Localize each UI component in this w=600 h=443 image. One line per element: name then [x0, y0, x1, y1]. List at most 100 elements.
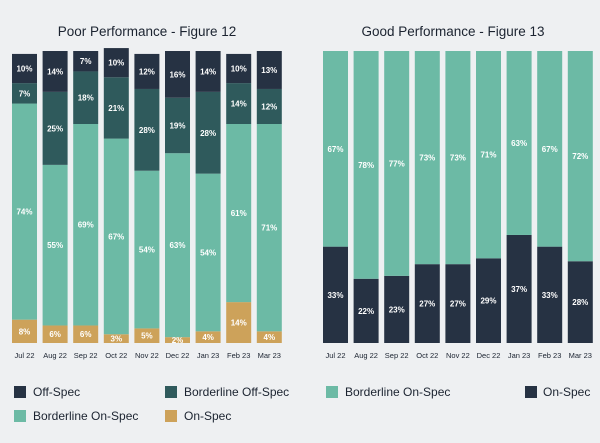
bar-segment-on-spec-jan-23	[506, 234, 532, 343]
data-label-borderline-off-spec-mar-23: 12%	[261, 102, 277, 111]
data-label-on-spec-jul-22: 33%	[327, 291, 343, 300]
bar-segment-on-spec-feb-23	[226, 302, 252, 343]
chart-figure-12: 8% 74% 7% 10% Jul 22 6% 55% 25% 14% Aug 22 6% 69% 18…	[12, 48, 282, 360]
data-label-on-spec-oct-22: 27%	[419, 300, 435, 309]
data-label-borderline-on-spec-jul-22: 67%	[327, 145, 343, 154]
data-label-borderline-off-spec-dec-22: 19%	[169, 121, 185, 130]
bar-segment-borderline-off-spec-oct-22	[103, 77, 129, 139]
data-label-off-spec-oct-22: 10%	[108, 59, 124, 68]
x-tick-label-jan-23: Jan 23	[508, 351, 531, 360]
bar-segment-borderline-on-spec-jul-22	[323, 51, 348, 247]
legend-swatch-borderline-on-spec-left	[14, 410, 26, 422]
x-tick-label-jul-22: Jul 22	[325, 351, 345, 360]
bar-segment-off-spec-oct-22	[103, 48, 129, 78]
bar-segment-on-spec-jul-22	[12, 319, 37, 343]
legend-swatch-off-spec	[14, 386, 26, 398]
bar-segment-borderline-off-spec-sep-22	[73, 71, 99, 124]
bar-segment-borderline-on-spec-feb-23	[226, 124, 252, 303]
data-label-on-spec-jan-23: 4%	[202, 333, 214, 342]
bar-segment-borderline-on-spec-nov-22	[134, 170, 160, 329]
data-label-borderline-on-spec-aug-22: 78%	[358, 161, 374, 170]
data-label-borderline-off-spec-feb-23: 14%	[231, 100, 247, 109]
data-label-borderline-off-spec-jan-23: 28%	[200, 129, 216, 138]
bar-segment-borderline-on-spec-aug-22	[353, 51, 379, 279]
data-label-borderline-on-spec-oct-22: 73%	[419, 154, 435, 163]
x-tick-label-sep-22: Sep 22	[385, 351, 409, 360]
data-label-off-spec-nov-22: 12%	[139, 67, 155, 76]
bar-segment-on-spec-oct-22	[414, 264, 440, 343]
data-label-borderline-on-spec-feb-23: 61%	[231, 209, 247, 218]
bar-segment-off-spec-nov-22	[134, 53, 160, 89]
x-tick-label-dec-22: Dec 22	[477, 351, 501, 360]
bar-segment-borderline-on-spec-dec-22	[476, 51, 501, 259]
bar-segment-off-spec-sep-22	[73, 51, 99, 72]
bar-segment-borderline-on-spec-jan-23	[506, 51, 532, 235]
data-label-borderline-on-spec-jan-23: 63%	[511, 139, 527, 148]
legend-label-borderline-on-spec-left: Borderline On-Spec	[33, 409, 138, 423]
bar-segment-off-spec-jul-22	[12, 53, 37, 84]
data-label-on-spec-mar-23: 4%	[264, 333, 276, 342]
bar-segment-borderline-on-spec-oct-22	[414, 51, 440, 265]
data-label-on-spec-sep-22: 23%	[389, 305, 405, 314]
x-tick-label-feb-23: Feb 23	[227, 351, 250, 360]
bar-segment-borderline-off-spec-jul-22	[12, 83, 37, 104]
data-label-on-spec-mar-23: 28%	[572, 298, 588, 307]
bar-segment-borderline-on-spec-aug-22	[42, 164, 68, 326]
legend-label-on-spec-left: On-Spec	[184, 409, 231, 423]
bar-segment-on-spec-aug-22	[42, 325, 68, 343]
bar-segment-borderline-off-spec-mar-23	[256, 88, 282, 124]
legend-swatch-borderline-off-spec	[165, 386, 177, 398]
bar-segment-on-spec-aug-22	[353, 278, 379, 343]
data-label-on-spec-aug-22: 6%	[49, 330, 61, 339]
data-label-borderline-on-spec-feb-23: 67%	[542, 145, 558, 154]
data-label-borderline-off-spec-oct-22: 21%	[108, 104, 124, 113]
x-tick-label-dec-22: Dec 22	[166, 351, 190, 360]
bar-segment-on-spec-feb-23	[537, 246, 563, 343]
x-tick-label-mar-23: Mar 23	[258, 351, 281, 360]
x-tick-label-nov-22: Nov 22	[446, 351, 470, 360]
x-tick-label-oct-22: Oct 22	[105, 351, 127, 360]
legend-item-borderline-on-spec-right: Borderline On-Spec	[326, 385, 450, 399]
bar-segment-on-spec-sep-22	[384, 275, 410, 343]
data-label-borderline-off-spec-aug-22: 25%	[47, 124, 63, 133]
data-label-borderline-on-spec-jul-22: 74%	[16, 208, 32, 217]
bar-segment-off-spec-aug-22	[42, 51, 68, 92]
bar-segment-borderline-on-spec-sep-22	[73, 124, 99, 326]
bar-segment-borderline-off-spec-jan-23	[195, 91, 221, 174]
legend-swatch-on-spec-left	[165, 410, 177, 422]
legend-label-off-spec: Off-Spec	[33, 385, 80, 399]
bar-segment-borderline-on-spec-sep-22	[384, 51, 410, 276]
data-label-off-spec-dec-22: 16%	[169, 70, 185, 79]
x-tick-label-oct-22: Oct 22	[416, 351, 438, 360]
legend-item-borderline-on-spec-left: Borderline On-Spec	[14, 409, 138, 423]
data-label-borderline-on-spec-sep-22: 77%	[389, 159, 405, 168]
bar-segment-borderline-on-spec-feb-23	[537, 51, 563, 247]
bar-segment-on-spec-mar-23	[567, 261, 593, 343]
bar-segment-on-spec-jan-23	[195, 331, 221, 343]
data-label-off-spec-feb-23: 10%	[231, 65, 247, 74]
legend: Off-Spec Borderline Off-Spec Borderline …	[14, 385, 590, 423]
data-label-borderline-on-spec-nov-22: 73%	[450, 154, 466, 163]
data-label-borderline-off-spec-sep-22: 18%	[78, 94, 94, 103]
bar-segment-borderline-off-spec-nov-22	[134, 88, 160, 171]
legend-swatch-on-spec-right	[525, 386, 537, 398]
data-label-on-spec-dec-22: 2%	[172, 336, 184, 345]
data-label-on-spec-feb-23: 33%	[542, 291, 558, 300]
data-label-borderline-on-spec-mar-23: 71%	[261, 224, 277, 233]
chart-figure-13: 33% 67% Jul 22 22% 78% Aug 22 23% 77% Sep 22 27% 7…	[323, 51, 593, 360]
bar-segment-borderline-off-spec-dec-22	[165, 97, 190, 154]
bar-segment-borderline-on-spec-jul-22	[12, 103, 37, 320]
bar-segment-borderline-on-spec-oct-22	[103, 138, 129, 335]
bar-segment-borderline-on-spec-jan-23	[195, 173, 221, 332]
bar-segment-on-spec-sep-22	[73, 325, 99, 343]
data-label-on-spec-nov-22: 5%	[141, 332, 153, 341]
data-label-off-spec-jul-22: 10%	[16, 65, 32, 74]
bar-segment-off-spec-dec-22	[165, 51, 190, 98]
legend-label-borderline-on-spec-right: Borderline On-Spec	[345, 385, 450, 399]
data-label-on-spec-jan-23: 37%	[511, 285, 527, 294]
data-label-off-spec-jan-23: 14%	[200, 67, 216, 76]
data-label-borderline-on-spec-oct-22: 67%	[108, 232, 124, 241]
data-label-on-spec-feb-23: 14%	[231, 319, 247, 328]
data-label-borderline-off-spec-nov-22: 28%	[139, 126, 155, 135]
